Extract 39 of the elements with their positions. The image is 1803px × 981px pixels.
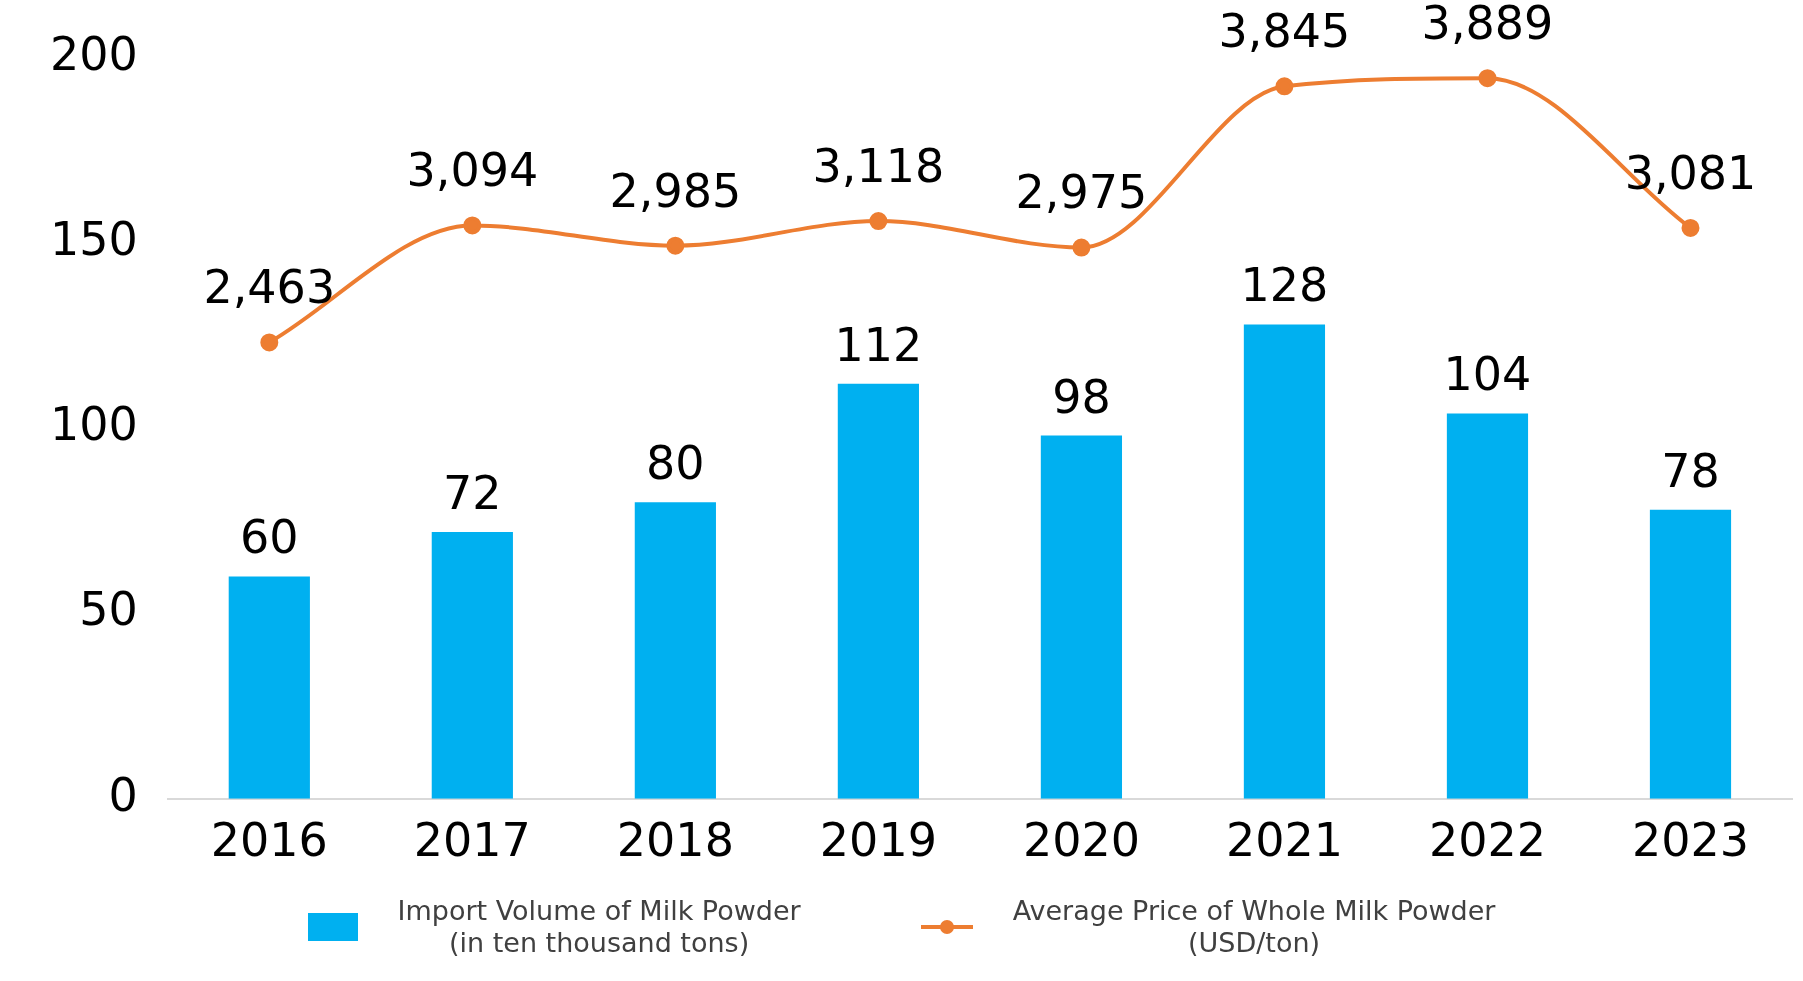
data-label: 3,118 [812,138,945,193]
data-label: 80 [646,436,705,491]
point [260,333,279,352]
point [666,236,685,255]
x-tick-label: 2018 [616,813,734,868]
x-tick-label: 2019 [819,813,937,868]
y-tick-label: 200 [49,26,138,81]
data-label: 2,985 [609,163,742,218]
legend-label: Import Volume of Milk Powder (in ten thousand tons) [397,895,801,960]
point [1681,218,1700,237]
y-tick-label: 100 [49,397,138,452]
x-tick-label: 2022 [1428,813,1546,868]
data-label: 78 [1661,443,1720,498]
data-label: 60 [240,510,299,565]
point [1478,69,1497,88]
y-tick-label: 0 [108,767,138,822]
data-label: 3,845 [1218,4,1351,59]
x-tick-label: 2021 [1225,813,1343,868]
data-label: 128 [1240,258,1329,313]
x-tick-label: 2016 [210,813,328,868]
x-tick-label: 2020 [1022,813,1140,868]
data-label: 3,889 [1421,0,1554,51]
data-label: 2,975 [1015,165,1148,220]
data-label: 3,081 [1624,145,1757,200]
point [869,212,888,231]
data-label: 112 [834,317,923,372]
x-tick-label: 2017 [413,813,531,868]
point [1072,238,1091,257]
data-label: 104 [1443,347,1532,402]
data-label: 98 [1052,369,1111,424]
legend-label: Average Price of Whole Milk Powder (USD/ton) [1012,895,1496,960]
data-label: 2,463 [203,260,336,315]
data-label: 3,094 [406,143,539,198]
point [1275,77,1294,96]
point [463,216,482,235]
y-tick-label: 50 [79,582,138,637]
data-label: 72 [443,465,502,520]
y-tick-label: 150 [49,211,138,266]
x-tick-label: 2023 [1631,813,1750,868]
